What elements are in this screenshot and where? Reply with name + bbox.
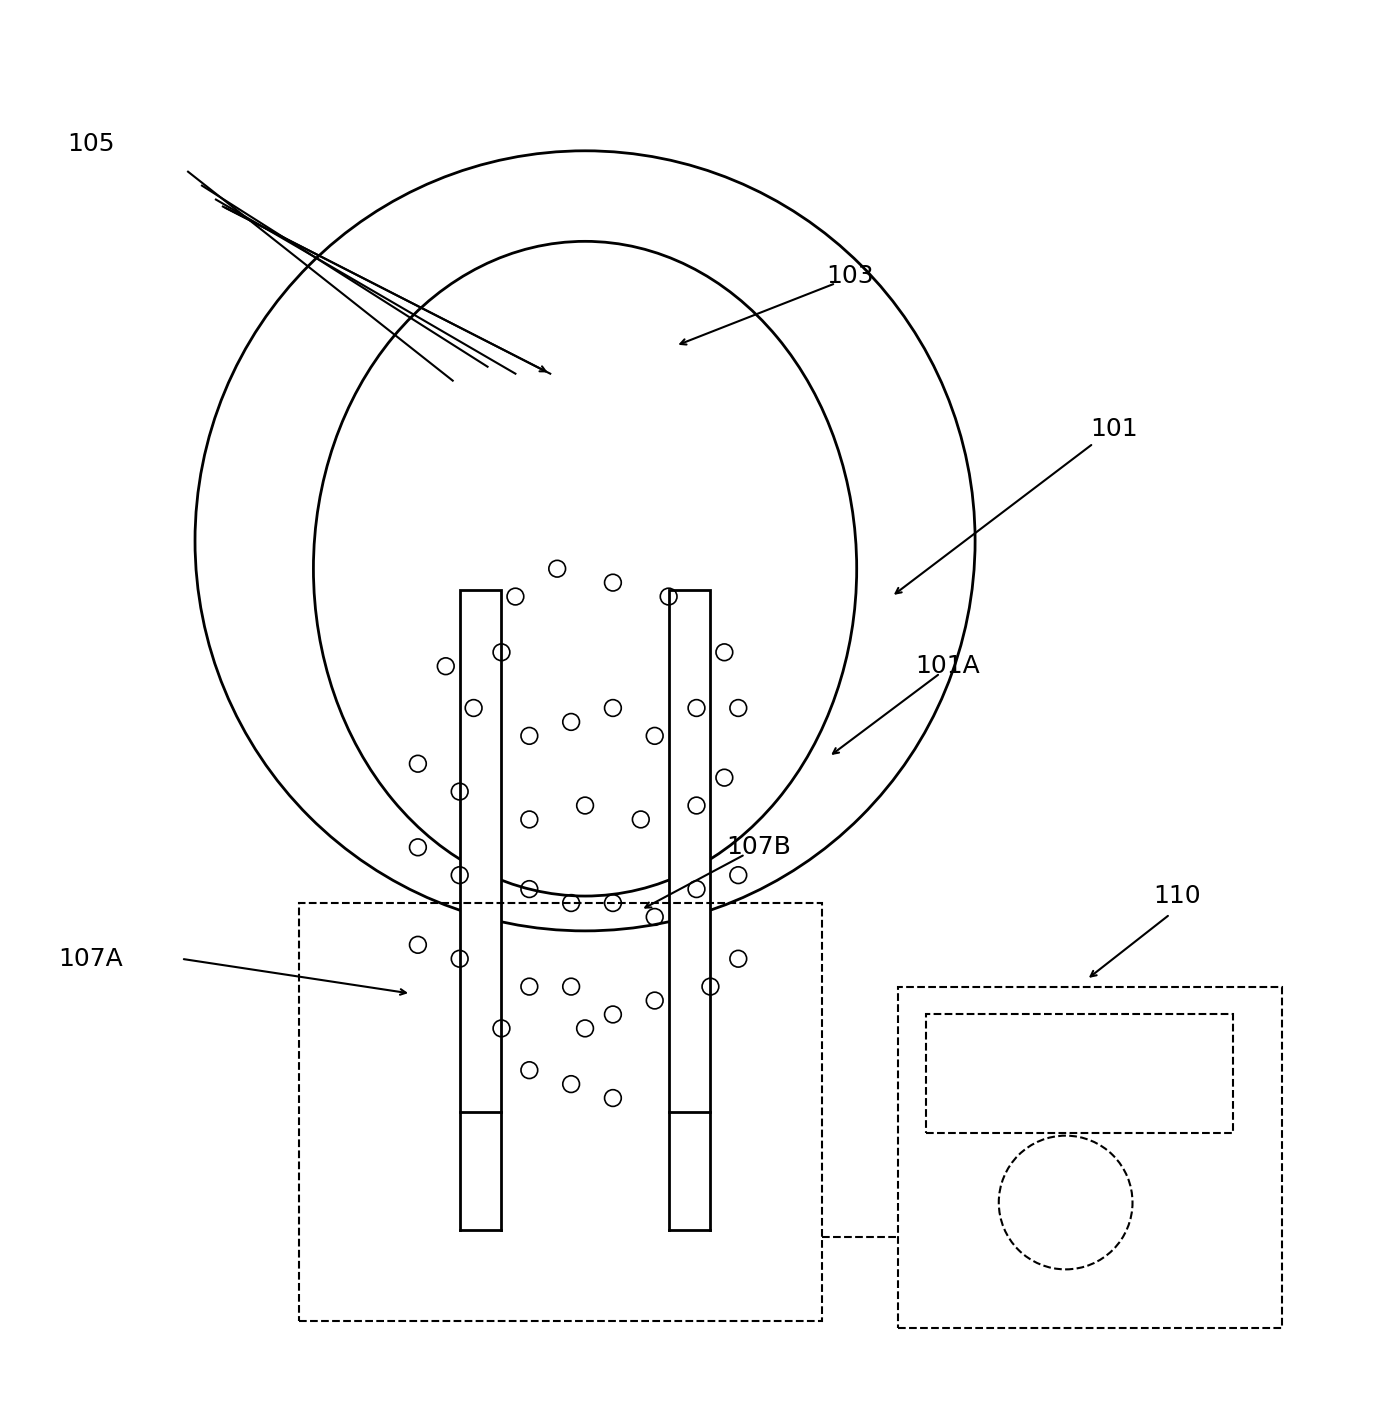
Text: 107A: 107A (59, 947, 123, 971)
Text: 103: 103 (826, 265, 873, 289)
Bar (460, 589, 501, 1112)
Text: 101: 101 (1091, 418, 1138, 442)
Bar (299, 903, 822, 1321)
Text: 105: 105 (67, 132, 114, 156)
Text: 107B: 107B (727, 835, 791, 860)
Text: 110: 110 (1153, 884, 1201, 908)
Bar (926, 1014, 1233, 1133)
Bar (669, 589, 710, 1112)
Bar (898, 987, 1282, 1328)
Text: 101A: 101A (915, 654, 979, 678)
